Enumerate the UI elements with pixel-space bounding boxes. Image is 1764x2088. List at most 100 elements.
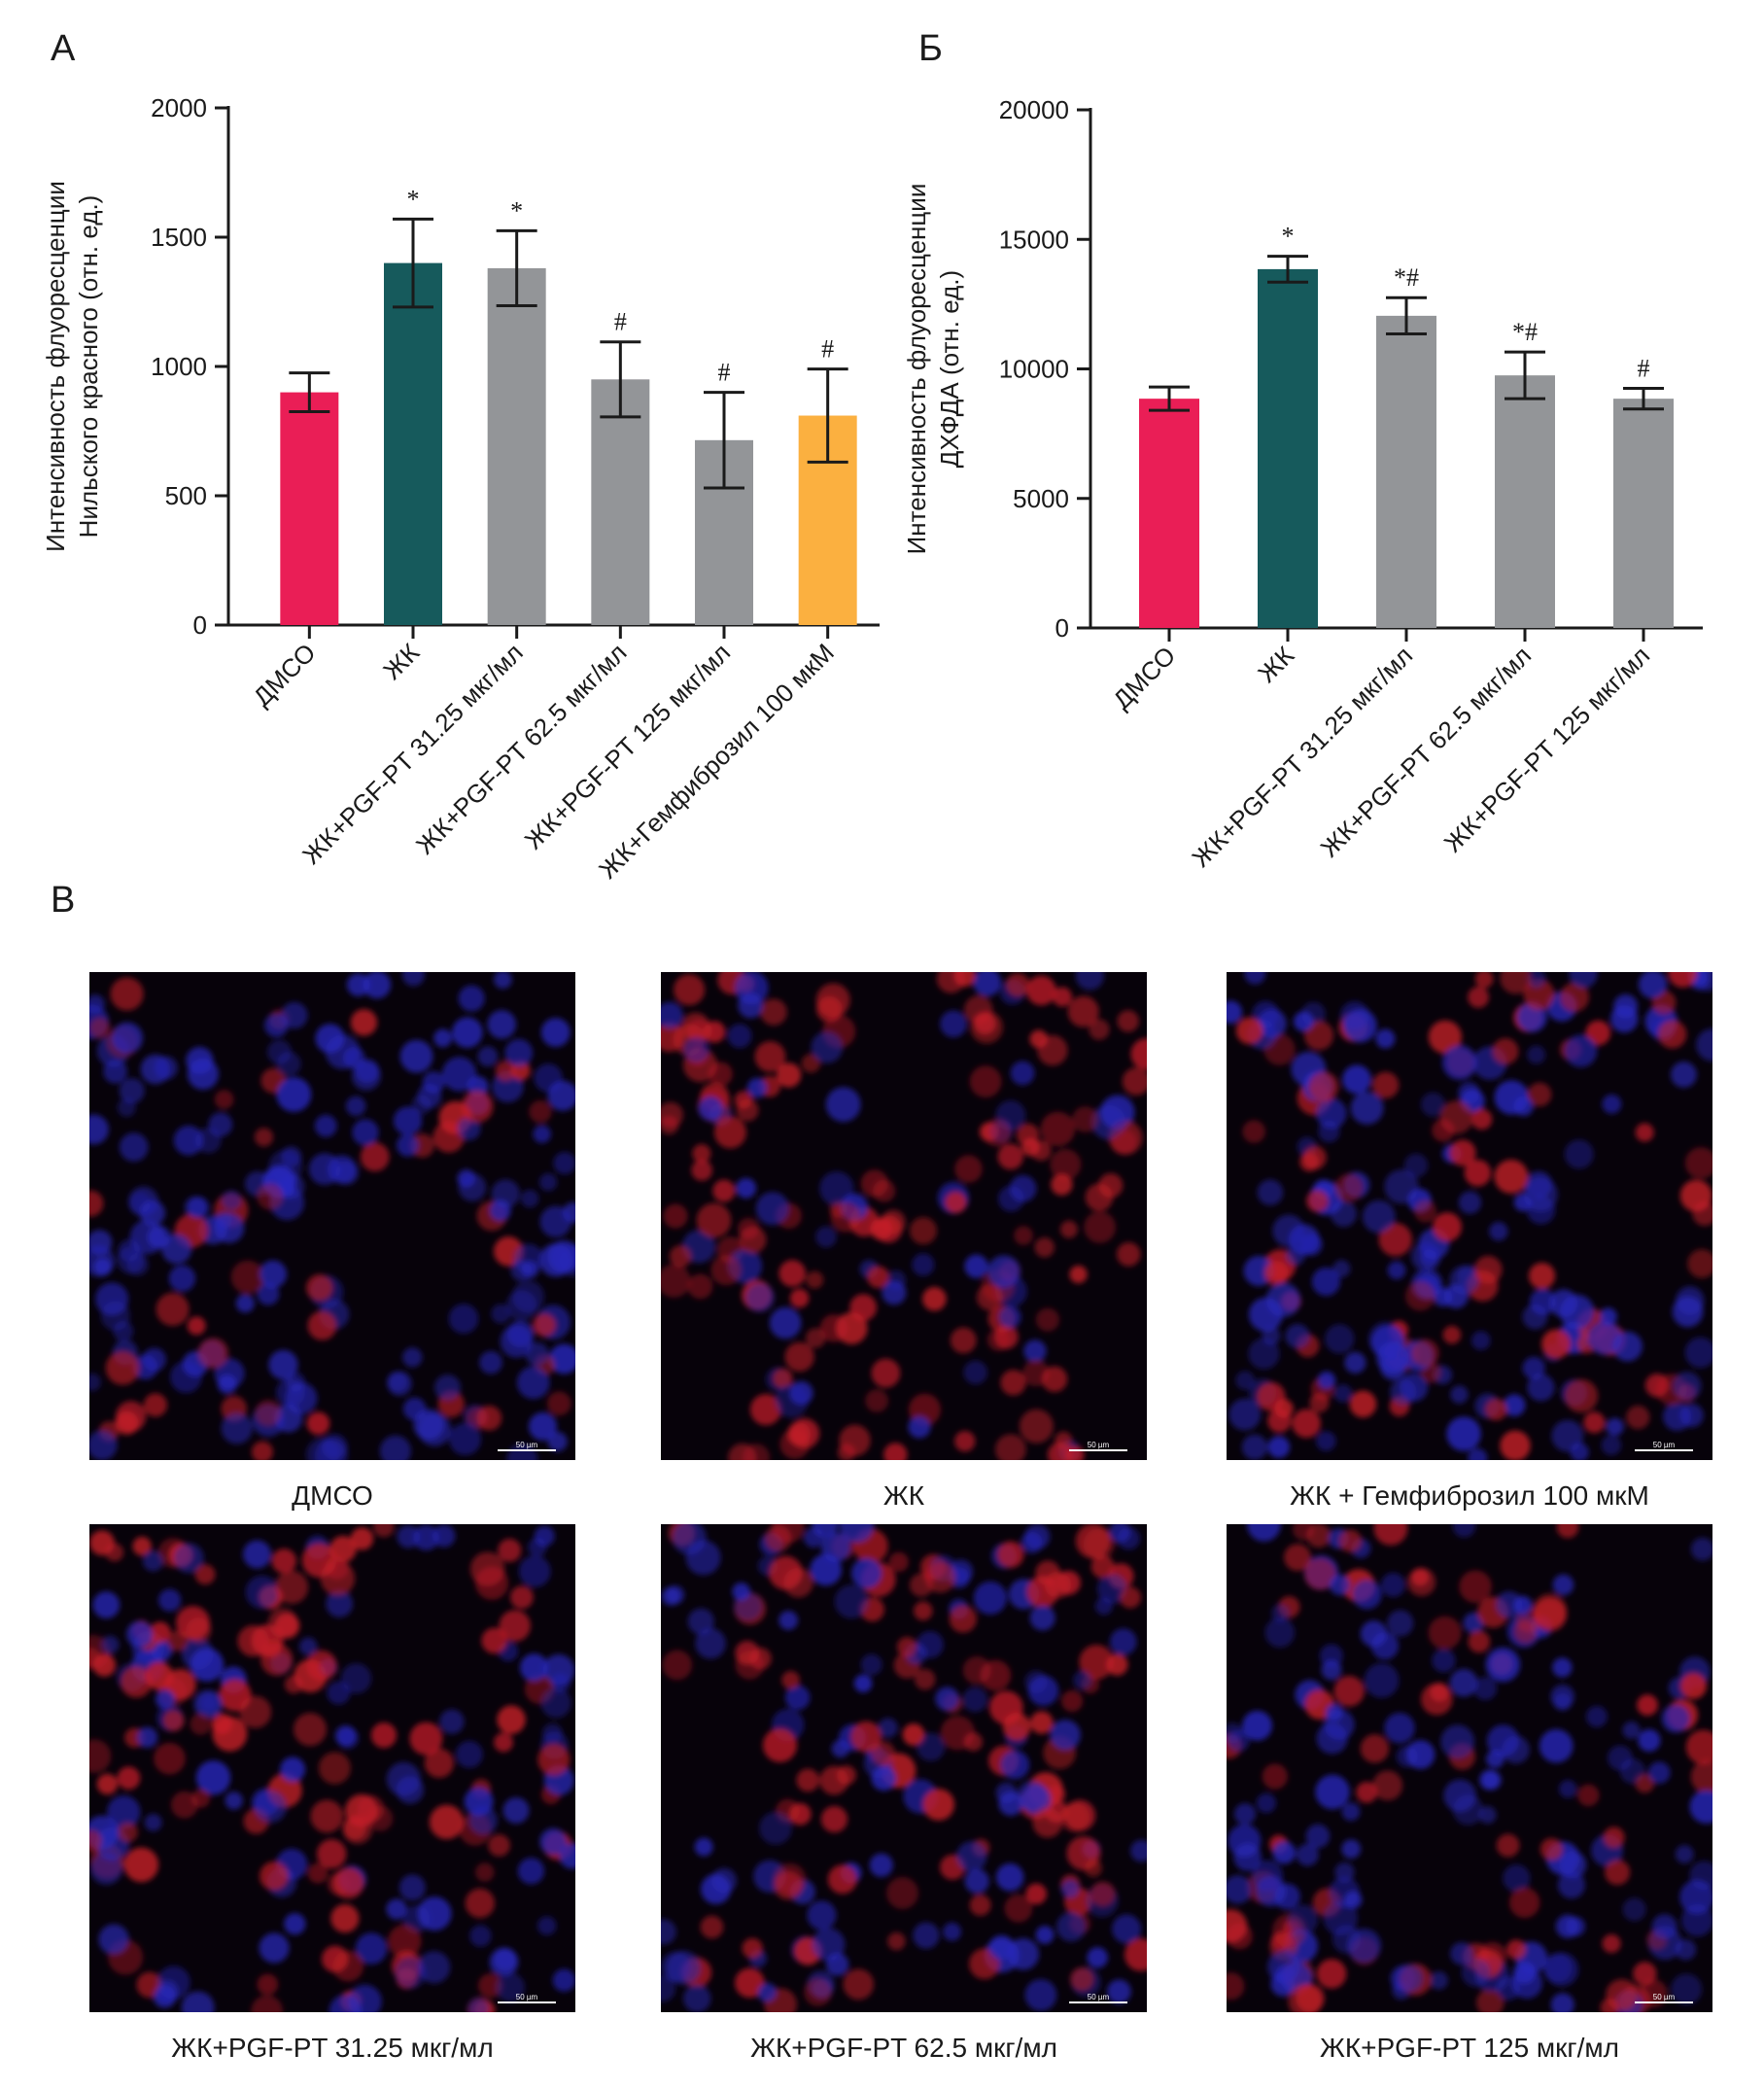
cell (737, 1217, 760, 1239)
cell (825, 1087, 861, 1123)
cell (1679, 1672, 1707, 1699)
cell (344, 1793, 378, 1827)
cell (129, 1192, 152, 1214)
cell (1227, 1000, 1243, 1025)
cell (499, 1610, 531, 1642)
cell (1468, 1630, 1491, 1653)
cell (1319, 1644, 1343, 1668)
cell (703, 1021, 726, 1043)
cell (153, 1985, 177, 2008)
cell (1433, 1212, 1462, 1242)
micrograph-grid: 50 µm ДМСО 50 µm ЖК 50 µm ЖК + Гемфиброзил 10… (89, 972, 1712, 2063)
cell (1000, 1370, 1026, 1396)
cell (850, 1557, 882, 1589)
cell (1557, 1871, 1585, 1899)
cell (988, 1690, 1023, 1725)
cell (1040, 1111, 1076, 1147)
cell (1119, 1586, 1142, 1609)
cell (268, 1349, 298, 1380)
cell (1334, 1173, 1364, 1202)
cell (119, 1078, 145, 1104)
cell (1331, 1201, 1358, 1228)
cell (1284, 1544, 1311, 1572)
cell (448, 1304, 479, 1334)
cell (807, 1900, 837, 1931)
cell (735, 1967, 765, 1999)
cell (170, 1791, 198, 1819)
cell (850, 1721, 882, 1753)
cell (1110, 1628, 1137, 1655)
cell (340, 1662, 372, 1694)
cell (1689, 1790, 1712, 1824)
cell (199, 1693, 219, 1713)
cell (1020, 1784, 1052, 1815)
cell (733, 1591, 762, 1620)
cell (396, 1776, 425, 1804)
cell (1079, 1645, 1114, 1680)
cell (1473, 1255, 1503, 1284)
cell (1529, 1288, 1557, 1315)
scale-bar-label: 50 µm (1088, 1441, 1110, 1449)
cell (118, 1822, 138, 1843)
cell (963, 1360, 988, 1385)
cell (1496, 1833, 1520, 1858)
cell (318, 1752, 351, 1785)
cell (221, 1190, 242, 1211)
micrograph-caption: ЖК + Гемфиброзил 100 мкМ (1290, 1480, 1649, 1511)
cell (243, 1540, 272, 1569)
cell (1242, 1710, 1272, 1741)
cell (413, 1524, 439, 1551)
cell (1375, 1028, 1396, 1049)
chart-nile-red: 0 500 1000 1500 2000 Интенсивность флуоресцен… (41, 93, 880, 885)
cell (101, 1635, 120, 1654)
cell (1350, 1091, 1384, 1125)
significance-marker: *# (1512, 318, 1538, 346)
significance-marker: * (510, 196, 523, 225)
cell (386, 1898, 407, 1920)
cell (683, 1036, 709, 1063)
cell (479, 1350, 502, 1375)
cell (1676, 1286, 1705, 1315)
cell (259, 1260, 288, 1289)
cell (1267, 1436, 1291, 1458)
cell (853, 1674, 873, 1693)
cell (1338, 1529, 1363, 1552)
cell (912, 1253, 935, 1276)
cell (1023, 1340, 1047, 1363)
cell (913, 1922, 940, 1949)
cell (1000, 1750, 1030, 1780)
cell (1577, 1784, 1600, 1807)
cell (1560, 982, 1590, 1012)
cell (674, 974, 706, 1006)
cell (1464, 1159, 1492, 1187)
cell (1317, 1371, 1336, 1390)
cell (710, 1255, 742, 1286)
cell (181, 1991, 215, 2012)
cell (337, 1727, 360, 1750)
cell (837, 1444, 855, 1460)
y-axis-label: Интенсивность флуоресценции (902, 184, 931, 555)
cell (710, 1867, 738, 1894)
cell (700, 1915, 724, 1939)
cell (1010, 1061, 1035, 1086)
cell (728, 1443, 757, 1460)
cell (520, 1189, 539, 1208)
cell (1311, 1267, 1341, 1297)
cell (1130, 1038, 1147, 1070)
cell (1428, 1616, 1462, 1650)
cell (1500, 1430, 1531, 1460)
cell (418, 1951, 451, 1984)
cell (1014, 1226, 1033, 1245)
cell (1558, 1780, 1577, 1798)
cell (1527, 1082, 1552, 1107)
cell (143, 1393, 168, 1417)
cell (506, 1320, 535, 1348)
cell (883, 1443, 908, 1460)
cell (533, 1125, 551, 1143)
cell (402, 1347, 423, 1368)
cell (997, 1143, 1024, 1170)
cell (310, 1799, 344, 1833)
cell (95, 1282, 129, 1316)
cell (494, 1732, 514, 1753)
cell (489, 1947, 519, 1977)
